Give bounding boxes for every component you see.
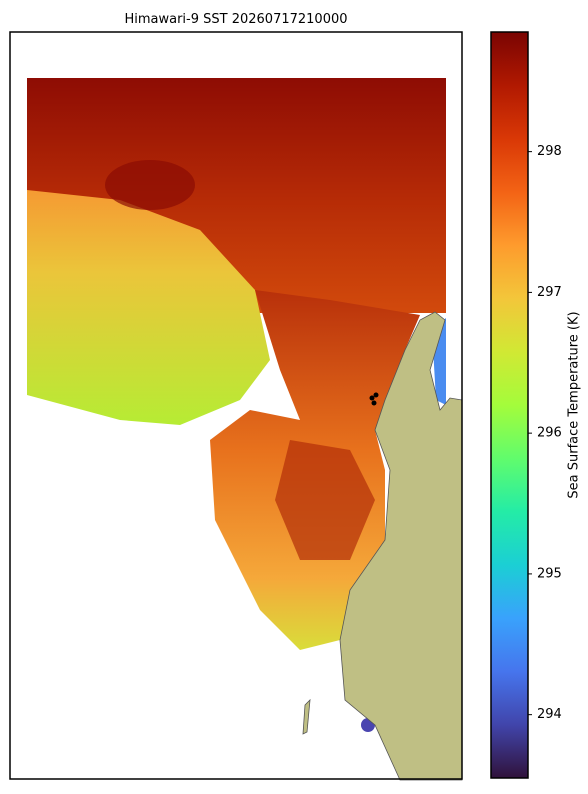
- tick-label: 294: [537, 707, 562, 722]
- map: [9, 31, 463, 781]
- chart-title: Himawari-9 SST 20260717210000: [124, 12, 347, 27]
- tick-label: 297: [537, 285, 562, 300]
- colorbar: 294 295 296 297 298: [490, 31, 562, 779]
- colorbar-ramp: [490, 31, 529, 779]
- tick-label: 298: [537, 144, 562, 159]
- colorbar-label: Sea Surface Temperature (K): [567, 311, 582, 498]
- tick-label: 296: [537, 426, 562, 441]
- tick-label: 295: [537, 566, 562, 581]
